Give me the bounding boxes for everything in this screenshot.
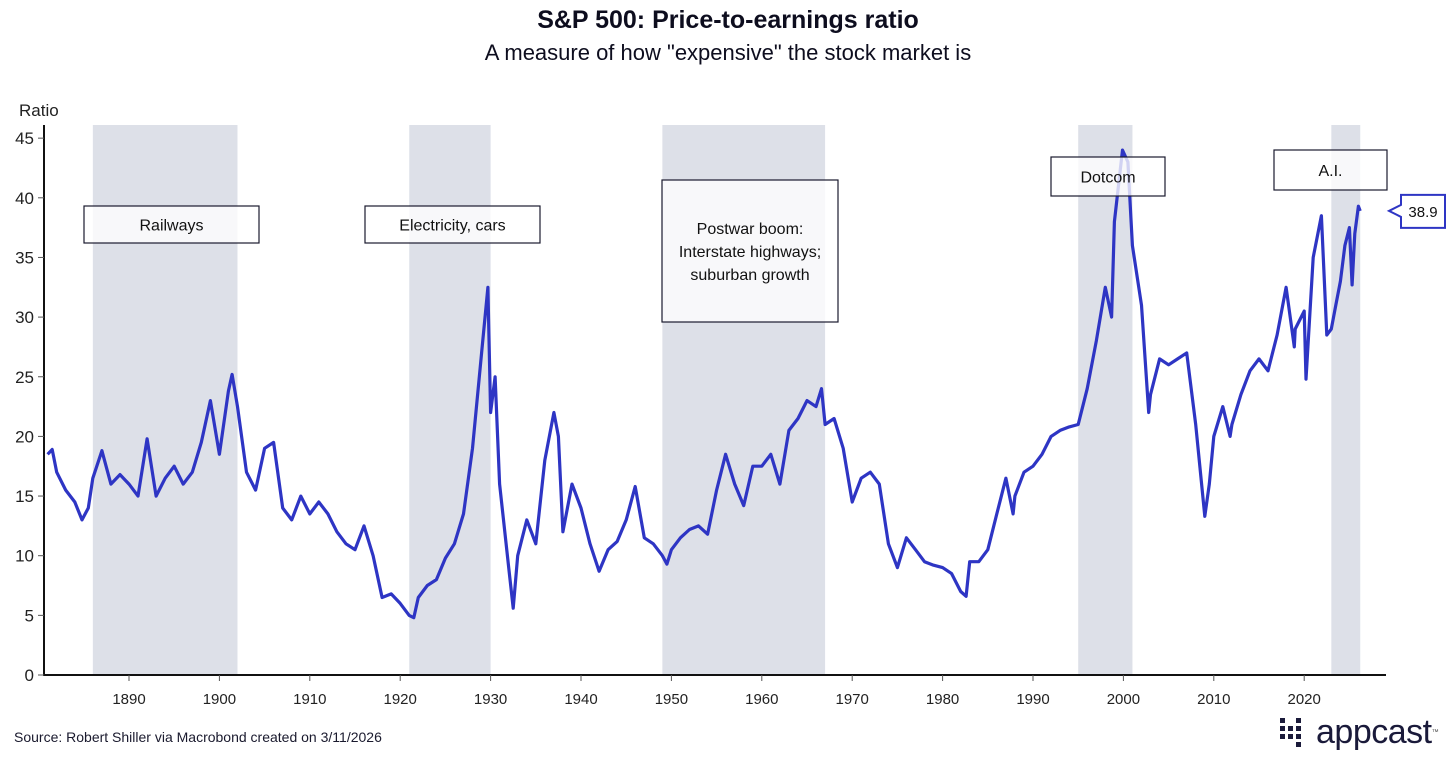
y-tick-label: 35 (15, 248, 34, 267)
shaded-band (1331, 125, 1361, 675)
annotation-label: Railways (139, 218, 203, 235)
x-tick-label: 2000 (1107, 691, 1140, 708)
x-tick-label: 1930 (474, 691, 507, 708)
x-tick-label: 1990 (1016, 691, 1049, 708)
appcast-logo: appcast ™ (1280, 712, 1439, 752)
logo-trademark: ™ (1431, 728, 1439, 736)
annotation-box (1273, 149, 1388, 191)
annotation-box (364, 205, 541, 244)
annotation-box (83, 205, 260, 244)
x-tick-label: 1980 (926, 691, 959, 708)
y-tick-label: 40 (15, 189, 34, 208)
annotation-label: Dotcom (1080, 170, 1135, 187)
y-tick-label: 45 (15, 129, 34, 148)
y-tick-label: 0 (25, 666, 34, 685)
annotation-label: Interstate highways; (679, 244, 821, 261)
logo-mark-icon (1280, 718, 1301, 747)
chart-title: S&P 500: Price-to-earnings ratio (537, 6, 919, 34)
series-line (46, 148, 1362, 620)
last-value-label: 38.9 (1408, 204, 1437, 221)
x-tick-label: 1940 (564, 691, 597, 708)
x-tick-label: 2020 (1288, 691, 1321, 708)
annotation-label: A.I. (1318, 163, 1342, 180)
annotation-label: Electricity, cars (399, 218, 505, 235)
y-tick-label: 10 (15, 547, 34, 566)
x-tick-label: 2010 (1197, 691, 1230, 708)
x-tick-label: 1960 (745, 691, 778, 708)
shaded-band (1078, 125, 1133, 675)
y-tick-label: 25 (15, 368, 34, 387)
annotation-box (1050, 156, 1166, 197)
x-tick-label: 1910 (293, 691, 326, 708)
annotation-label: suburban growth (690, 267, 809, 284)
logo-wordmark: appcast (1316, 713, 1432, 751)
chart-subtitle: A measure of how "expensive" the stock m… (484, 40, 972, 65)
x-tick-label: 1890 (112, 691, 145, 708)
x-tick-label: 1950 (655, 691, 688, 708)
source-note: Source: Robert Shiller via Macrobond cre… (14, 729, 382, 745)
annotation-label: Postwar boom: (697, 221, 804, 238)
y-tick-label: 5 (25, 606, 34, 625)
y-axis-label: Ratio (19, 101, 59, 120)
x-tick-label: 1920 (384, 691, 417, 708)
x-tick-label: 1970 (836, 691, 869, 708)
last-value-callout (1386, 193, 1446, 229)
y-tick-label: 30 (15, 308, 34, 327)
y-tick-label: 20 (15, 427, 34, 446)
y-tick-label: 15 (15, 487, 34, 506)
annotation-box (661, 179, 839, 323)
x-tick-label: 1900 (203, 691, 236, 708)
